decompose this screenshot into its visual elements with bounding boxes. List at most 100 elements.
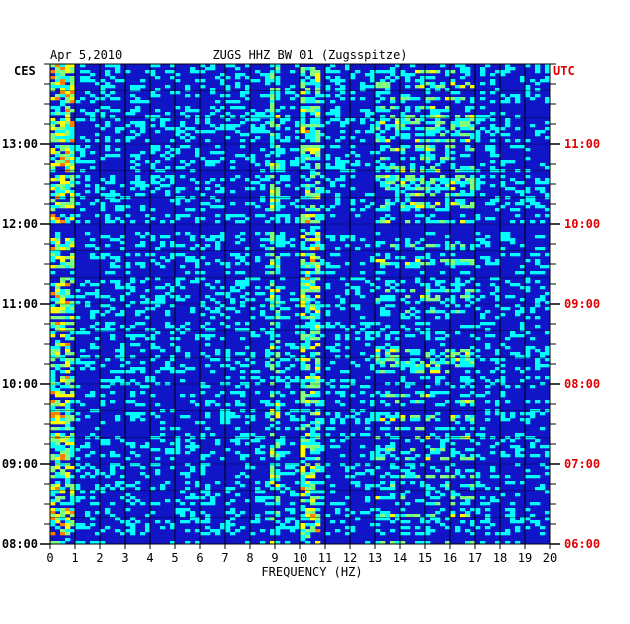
- spectrogram-cell: [130, 484, 136, 488]
- spectrogram-cell: [490, 334, 496, 338]
- spectrogram-cell: [220, 457, 226, 461]
- spectrogram-cell: [70, 352, 76, 356]
- spectrogram-cell: [365, 499, 371, 503]
- spectrogram-cell: [455, 121, 461, 125]
- spectrogram-cell: [60, 334, 66, 338]
- spectrogram-cell: [185, 529, 191, 533]
- spectrogram-cell: [435, 97, 441, 101]
- spectrogram-cell: [385, 472, 391, 476]
- spectrogram-cell: [140, 370, 146, 374]
- spectrogram-cell: [140, 391, 146, 395]
- spectrogram-cell: [135, 403, 141, 407]
- spectrogram-cell: [310, 496, 316, 500]
- spectrogram-cell: [275, 202, 281, 206]
- spectrogram-cell: [80, 526, 86, 530]
- spectrogram-cell: [335, 199, 341, 203]
- spectrogram-cell: [205, 427, 211, 431]
- spectrogram-cell: [335, 145, 341, 149]
- spectrogram-cell: [190, 109, 196, 113]
- spectrogram-cell: [185, 367, 191, 371]
- spectrogram-cell: [180, 175, 186, 179]
- spectrogram-cell: [425, 127, 431, 131]
- spectrogram-cell: [255, 436, 261, 440]
- spectrogram-cell: [195, 94, 201, 98]
- spectrogram-cell: [175, 346, 181, 350]
- spectrogram-cell: [230, 115, 236, 119]
- spectrogram-cell: [225, 364, 231, 368]
- right-time-label: 10:00: [564, 217, 600, 231]
- spectrogram-cell: [330, 64, 336, 68]
- spectrogram-cell: [540, 445, 546, 449]
- spectrogram-cell: [290, 97, 296, 101]
- spectrogram-cell: [260, 328, 266, 332]
- spectrogram-cell: [205, 412, 211, 416]
- spectrogram-cell: [290, 85, 296, 89]
- spectrogram-cell: [465, 418, 471, 422]
- spectrogram-cell: [165, 283, 171, 287]
- spectrogram-cell: [440, 259, 446, 263]
- spectrogram-cell: [450, 514, 456, 518]
- spectrogram-cell: [355, 463, 361, 467]
- spectrogram-cell: [95, 469, 101, 473]
- spectrogram-cell: [470, 508, 476, 512]
- spectrogram-cell: [450, 301, 456, 305]
- spectrogram-cell: [365, 325, 371, 329]
- spectrogram-cell: [370, 364, 376, 368]
- spectrogram-cell: [140, 187, 146, 191]
- spectrogram-cell: [295, 187, 301, 191]
- spectrogram-cell: [100, 472, 106, 476]
- spectrogram-cell: [525, 517, 531, 521]
- spectrogram-cell: [375, 166, 381, 170]
- spectrogram-cell: [195, 109, 201, 113]
- spectrogram-cell: [235, 235, 241, 239]
- spectrogram-cell: [65, 451, 71, 455]
- spectrogram-cell: [270, 463, 276, 467]
- spectrogram-cell: [55, 436, 61, 440]
- spectrogram-cell: [475, 337, 481, 341]
- spectrogram-cell: [525, 190, 531, 194]
- spectrogram-cell: [505, 232, 511, 236]
- spectrogram-cell: [90, 94, 96, 98]
- spectrogram-cell: [430, 352, 436, 356]
- spectrogram-cell: [195, 118, 201, 122]
- spectrogram-cell: [345, 355, 351, 359]
- spectrogram-cell: [425, 88, 431, 92]
- spectrogram-cell: [235, 76, 241, 80]
- spectrogram-cell: [365, 334, 371, 338]
- spectrogram-cell: [320, 247, 326, 251]
- spectrogram-cell: [230, 160, 236, 164]
- spectrogram-cell: [305, 238, 311, 242]
- spectrogram-cell: [70, 310, 76, 314]
- spectrogram-cell: [70, 487, 76, 491]
- spectrogram-cell: [360, 139, 366, 143]
- spectrogram-cell: [460, 220, 466, 224]
- spectrogram-cell: [55, 433, 61, 437]
- spectrogram-cell: [225, 529, 231, 533]
- spectrogram-cell: [450, 310, 456, 314]
- spectrogram-cell: [300, 415, 306, 419]
- spectrogram-cell: [305, 196, 311, 200]
- spectrogram-cell: [310, 445, 316, 449]
- spectrogram-cell: [70, 337, 76, 341]
- spectrogram-cell: [320, 490, 326, 494]
- spectrogram-cell: [505, 100, 511, 104]
- spectrogram-cell: [230, 178, 236, 182]
- spectrogram-cell: [65, 289, 71, 293]
- spectrogram-cell: [340, 433, 346, 437]
- spectrogram-cell: [275, 526, 281, 530]
- spectrogram-cell: [335, 502, 341, 506]
- spectrogram-cell: [255, 481, 261, 485]
- spectrogram-cell: [515, 529, 521, 533]
- spectrogram-cell: [490, 127, 496, 131]
- spectrogram-cell: [490, 496, 496, 500]
- spectrogram-cell: [65, 220, 71, 224]
- spectrogram-cell: [430, 289, 436, 293]
- spectrogram-cell: [235, 352, 241, 356]
- spectrogram-cell: [60, 295, 66, 299]
- spectrogram-cell: [375, 517, 381, 521]
- spectrogram-cell: [455, 262, 461, 266]
- spectrogram-cell: [295, 217, 301, 221]
- spectrogram-cell: [440, 139, 446, 143]
- spectrogram-cell: [240, 484, 246, 488]
- spectrogram-cell: [200, 256, 206, 260]
